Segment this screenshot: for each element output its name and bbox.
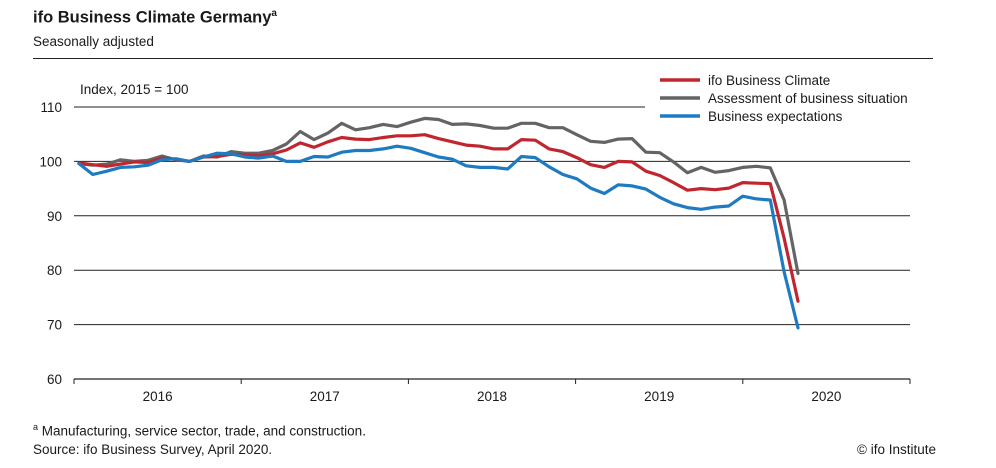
- y-tick-label-70: 70: [47, 318, 62, 333]
- legend: ifo Business Climate Assessment of busine…: [660, 73, 908, 124]
- series-line-assessment-of-business-situation: [77, 116, 800, 276]
- x-tick-label-2018: 2018: [477, 389, 507, 404]
- y-axis: 60 70 80 90 100 110: [39, 100, 62, 387]
- footnote: a Manufacturing, service sector, trade, …: [33, 422, 366, 439]
- copyright-credit: © ifo Institute: [857, 442, 936, 457]
- y-tick-label-110: 110: [40, 100, 62, 115]
- x-tick-label-2020: 2020: [811, 389, 841, 404]
- series-lines: [77, 116, 800, 330]
- legend-label-1: ifo Business Climate: [708, 73, 830, 88]
- chart-subtitle: Seasonally adjusted: [33, 34, 154, 49]
- legend-label-2: Assessment of business situation: [708, 91, 908, 106]
- header-rule: [33, 58, 933, 59]
- y-tick-label-80: 80: [47, 263, 62, 278]
- title-footnote-marker: a: [271, 8, 277, 19]
- x-axis: 2016 2017 2018 2019 2020: [73, 378, 911, 404]
- x-tick-label-2019: 2019: [644, 389, 674, 404]
- grid-lines: [74, 106, 910, 326]
- x-tick-label-2017: 2017: [310, 389, 340, 404]
- y-tick-label-100: 100: [39, 154, 62, 169]
- x-tick-label-2016: 2016: [143, 389, 173, 404]
- y-axis-label: Index, 2015 = 100: [80, 82, 188, 97]
- series-line-business-expectations: [77, 144, 800, 330]
- footnote-marker: a: [33, 422, 39, 432]
- y-tick-label-60: 60: [47, 372, 62, 387]
- y-tick-label-90: 90: [47, 209, 62, 224]
- legend-label-3: Business expectations: [708, 109, 843, 124]
- chart-title: ifo Business Climate Germanya: [33, 8, 277, 27]
- footnote-text: Manufacturing, service sector, trade, an…: [41, 423, 366, 439]
- source-note: Source: ifo Business Survey, April 2020.: [33, 442, 273, 457]
